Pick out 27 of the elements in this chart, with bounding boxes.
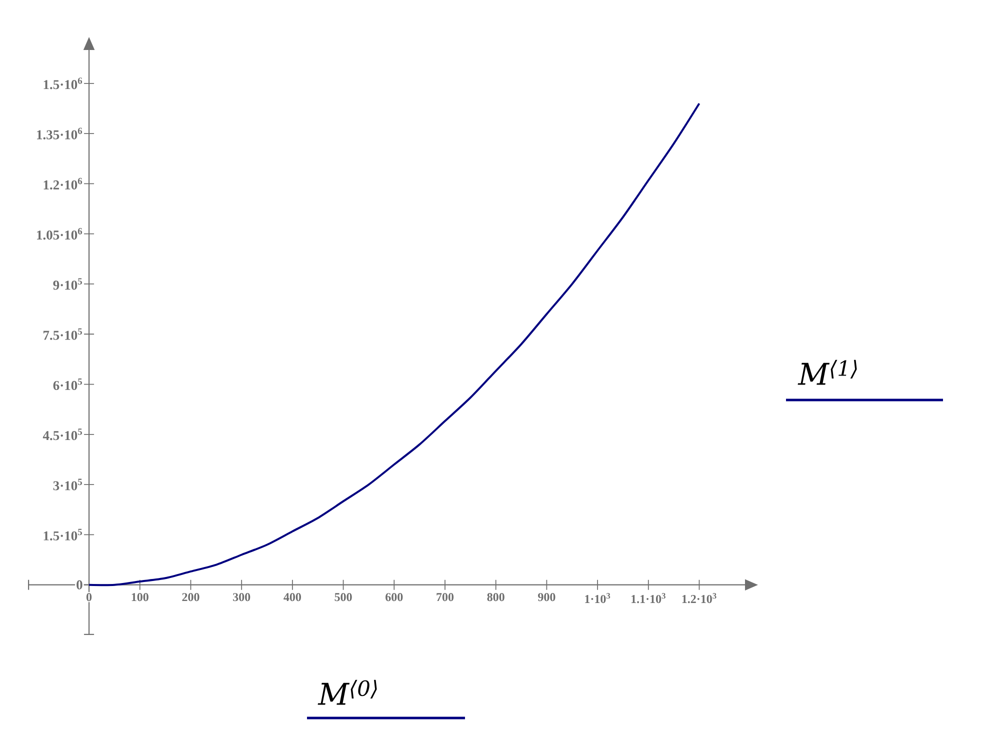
x-tick-label: 700 (436, 593, 454, 602)
y-tick-label: 0 (76, 580, 82, 590)
y-tick-label: 7.5·10$^{5}$ (43, 328, 82, 340)
x-axis-title: M$^{⟨0⟩}$ (318, 680, 377, 705)
x-tick-label: 200 (182, 593, 200, 602)
y-tick-label: 1.35·10$^{6}$ (37, 128, 82, 140)
y-tick-label: 3·10$^{5}$ (53, 478, 82, 490)
x-tick-label: 1·10$^{3}$ (585, 593, 610, 604)
x-tick-label: 800 (487, 593, 504, 602)
x-tick-label: 100 (132, 593, 148, 602)
x-tick-label: 400 (284, 593, 301, 602)
line-series (88, 102, 700, 586)
y-tick-label: 1.5·10$^{5}$ (44, 528, 82, 540)
x-tick-label: 1.2·10$^{3}$ (682, 593, 716, 604)
y-tick-label: 4.5·10$^{5}$ (42, 428, 82, 440)
y-tick-label: 9·10$^{5}$ (53, 278, 82, 290)
y-tick-label: 1.05·10$^{6}$ (37, 228, 82, 240)
y-tick-label: 1.2·10$^{6}$ (44, 178, 82, 190)
x-tick-label: 300 (233, 593, 250, 602)
y-axis-title: M$^{⟨1⟩}$ (798, 360, 857, 385)
x-tick-label: 900 (538, 593, 556, 602)
x-tick-label: 0 (86, 593, 92, 602)
y-tick-label: 1.5·10$^{6}$ (44, 78, 82, 90)
x-tick-label: 500 (334, 593, 352, 602)
y-tick-label: 6·10$^{5}$ (53, 378, 82, 390)
x-tick-label: 600 (386, 593, 403, 602)
x-tick-label: 1.1·10$^{3}$ (632, 593, 666, 604)
